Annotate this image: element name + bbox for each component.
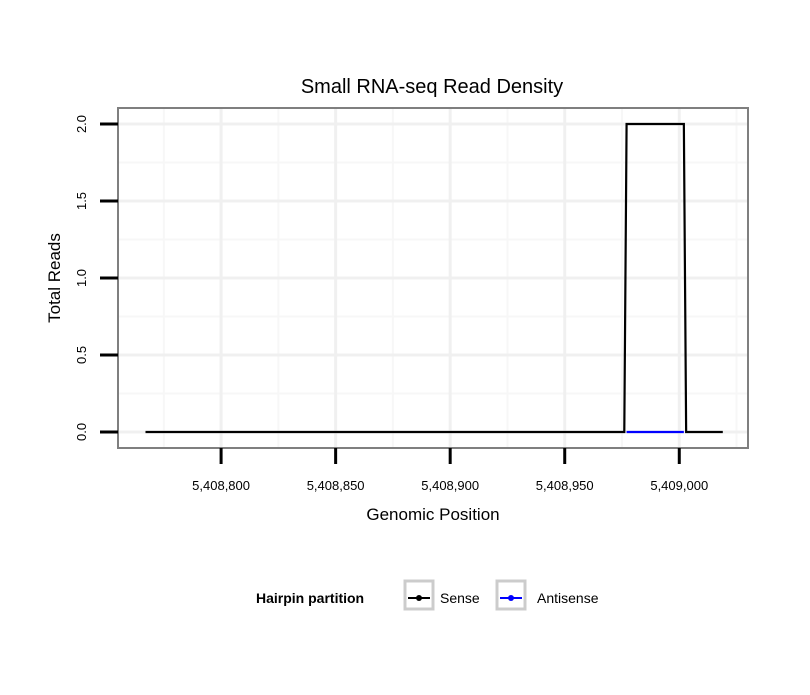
legend-item-sense[interactable]: Sense [403,579,480,611]
x-axis: 5,408,800 5,408,850 5,408,900 5,408,950 5,40… [192,448,708,493]
x-axis-label: Genomic Position [366,505,499,524]
x-tick-label: 5,408,850 [307,478,365,493]
legend-label-antisense: Antisense [537,590,599,606]
legend-item-antisense[interactable]: Antisense [495,579,599,611]
grid [118,108,748,448]
legend-point-sense [416,595,422,601]
y-tick-label: 1.5 [74,192,89,210]
legend-label-sense: Sense [440,590,480,606]
y-tick-label: 0.0 [74,423,89,441]
x-tick-label: 5,409,000 [650,478,708,493]
series-lines [145,122,723,434]
y-tick-label: 1.0 [74,269,89,287]
legend-title: Hairpin partition [256,590,364,606]
chart-title: Small RNA-seq Read Density [301,76,563,98]
x-tick-label: 5,408,900 [421,478,479,493]
legend: Hairpin partition Sense Antisense [256,579,599,611]
x-tick-label: 5,408,950 [536,478,594,493]
y-tick-label: 2.0 [74,115,89,133]
y-axis: 0.0 0.5 1.0 1.5 2.0 [74,115,118,441]
legend-point-antisense [508,595,514,601]
series-line-sense [145,122,723,434]
y-tick-label: 0.5 [74,346,89,364]
x-tick-label: 5,408,800 [192,478,250,493]
y-axis-label: Total Reads [45,233,64,323]
